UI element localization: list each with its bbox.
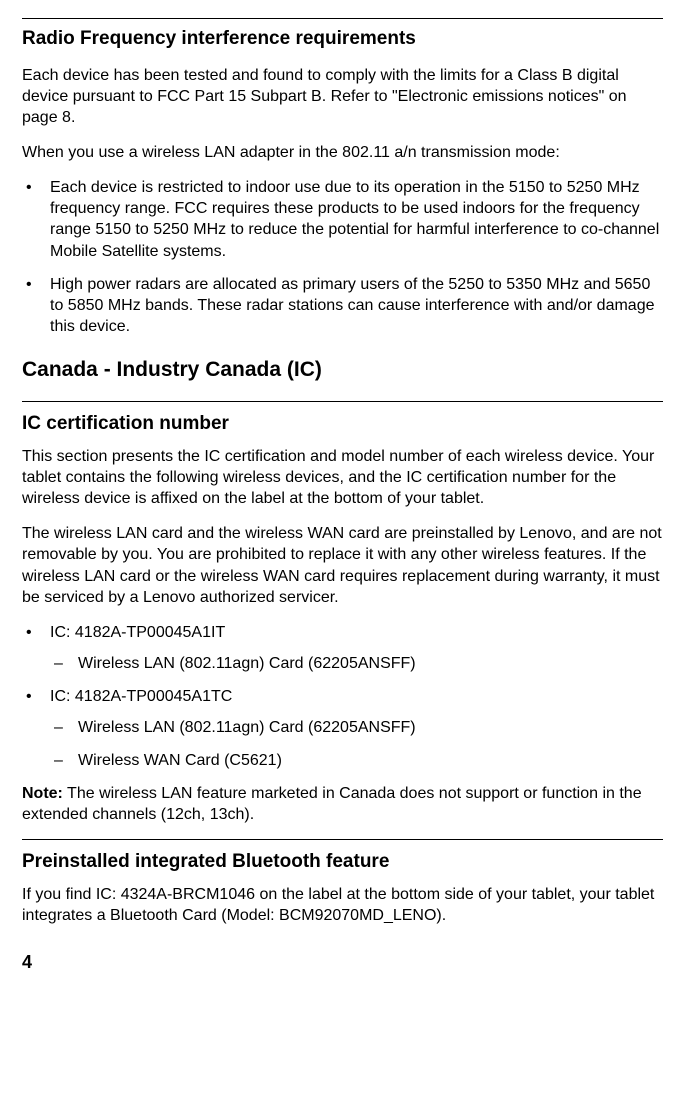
list-item: Each device is restricted to indoor use … <box>22 177 663 261</box>
note-text: The wireless LAN feature marketed in Can… <box>22 785 642 823</box>
paragraph: The wireless LAN card and the wireless W… <box>22 523 663 607</box>
sub-list-item: Wireless LAN (802.11agn) Card (62205ANSF… <box>50 653 663 674</box>
bullet-list: Each device is restricted to indoor use … <box>22 177 663 337</box>
paragraph: This section presents the IC certificati… <box>22 446 663 509</box>
sub-list-item: Wireless LAN (802.11agn) Card (62205ANSF… <box>50 717 663 738</box>
divider <box>22 839 663 840</box>
note-label: Note: <box>22 785 63 802</box>
page-number: 4 <box>22 952 663 973</box>
heading-canada-ic: Canada - Industry Canada (IC) <box>22 357 663 383</box>
note-paragraph: Note: The wireless LAN feature marketed … <box>22 783 663 825</box>
divider <box>22 401 663 402</box>
divider <box>22 18 663 19</box>
heading-rf-interference: Radio Frequency interference requirement… <box>22 27 663 51</box>
paragraph: If you find IC: 4324A-BRCM1046 on the la… <box>22 884 663 926</box>
ic-label: IC: 4182A-TP00045A1IT <box>50 624 225 641</box>
document-page: Radio Frequency interference requirement… <box>0 0 685 991</box>
sub-list: Wireless LAN (802.11agn) Card (62205ANSF… <box>50 717 663 771</box>
paragraph: Each device has been tested and found to… <box>22 65 663 128</box>
list-item: High power radars are allocated as prima… <box>22 274 663 337</box>
bullet-list: IC: 4182A-TP00045A1IT Wireless LAN (802.… <box>22 622 663 772</box>
heading-ic-cert: IC certification number <box>22 412 663 436</box>
sub-list: Wireless LAN (802.11agn) Card (62205ANSF… <box>50 653 663 674</box>
list-item: IC: 4182A-TP00045A1IT Wireless LAN (802.… <box>22 622 663 674</box>
ic-label: IC: 4182A-TP00045A1TC <box>50 688 232 705</box>
heading-bluetooth: Preinstalled integrated Bluetooth featur… <box>22 850 663 874</box>
sub-list-item: Wireless WAN Card (C5621) <box>50 750 663 771</box>
list-item: IC: 4182A-TP00045A1TC Wireless LAN (802.… <box>22 686 663 771</box>
paragraph: When you use a wireless LAN adapter in t… <box>22 142 663 163</box>
